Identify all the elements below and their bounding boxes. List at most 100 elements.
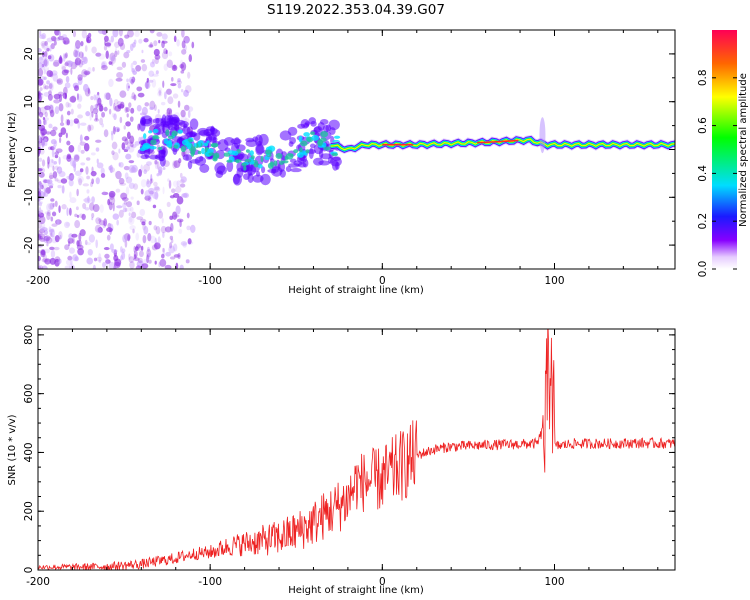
- spectrogram-speckle: [63, 53, 68, 59]
- spectrogram-speckle: [177, 100, 181, 108]
- spectrogram-speckle: [147, 194, 152, 202]
- spectrogram-speckle: [77, 74, 83, 81]
- spectrogram-speckle: [41, 140, 44, 149]
- spectrogram-speckle: [64, 62, 69, 67]
- spectrogram-speckle: [153, 225, 158, 231]
- spectrogram-speckle: [47, 55, 52, 60]
- spectrogram-speckle: [50, 43, 55, 50]
- colorbar: 0.0 0.2 0.4 0.6 0.8 Normalized spectral ampl…: [697, 30, 749, 277]
- spectrogram-blob: [289, 158, 297, 163]
- spectrogram-speckle: [54, 151, 60, 155]
- spectrogram-speckle: [53, 152, 60, 156]
- spectrogram-blob: [141, 115, 153, 125]
- spectrogram-speckle: [156, 173, 160, 177]
- spectrogram-core: [177, 129, 183, 134]
- spectrogram-speckle: [101, 111, 106, 118]
- spectrogram-speckle: [95, 239, 98, 249]
- spectrogram-speckle: [179, 183, 186, 188]
- spectrogram-speckle: [143, 169, 148, 175]
- spectrogram-speckle: [52, 126, 58, 131]
- spectrogram-speckle: [64, 221, 70, 229]
- spectrogram-speckle: [95, 217, 101, 225]
- spectrogram-speckle: [49, 246, 55, 251]
- spectrogram-speckle: [171, 64, 178, 72]
- spectrogram-speckle: [54, 256, 61, 263]
- spectrogram-speckle: [44, 50, 48, 57]
- spectrogram-core: [149, 146, 157, 150]
- spectrogram-speckle: [77, 144, 81, 153]
- spectrogram-core: [206, 140, 210, 144]
- spectrogram-speckle: [38, 168, 43, 172]
- spectrogram-speckle: [91, 111, 94, 118]
- spectrogram-speckle: [103, 106, 108, 112]
- spectrogram-speckle: [66, 140, 71, 146]
- spectrogram-speckle: [135, 64, 142, 72]
- spectrogram-speckle: [114, 258, 122, 267]
- spectrogram-ylabel: Frequency (Hz): [7, 112, 18, 188]
- spectrogram-speckle: [128, 102, 132, 108]
- spectrogram-speckle: [186, 212, 190, 219]
- spectrogram-speckle: [41, 42, 45, 49]
- spectrogram-speckle: [44, 211, 51, 215]
- spectrogram-speckle: [45, 236, 53, 244]
- spectrogram-speckle: [87, 124, 92, 132]
- spectrogram-speckle: [41, 32, 47, 40]
- spectrogram-speckle: [38, 233, 46, 240]
- spectrogram-speckle: [53, 40, 57, 46]
- spectrogram-speckle: [76, 240, 80, 247]
- spectrogram-speckle: [120, 246, 123, 253]
- spectrogram-speckle: [154, 159, 158, 165]
- spectrogram-speckle: [96, 158, 99, 164]
- spectrogram-speckle: [160, 225, 167, 234]
- spectrogram-speckle: [51, 223, 58, 227]
- spectrogram-speckle: [140, 179, 147, 188]
- spectrogram-speckle: [43, 187, 46, 197]
- spectrogram-speckle: [93, 257, 98, 262]
- spectrogram-speckle: [83, 198, 90, 202]
- spectrogram-blob: [308, 117, 317, 125]
- spectrogram-core: [165, 129, 170, 136]
- spectrogram-speckle: [123, 51, 130, 59]
- spectrogram-speckle: [119, 182, 127, 186]
- spectrogram-speckle: [135, 232, 140, 241]
- spectrogram-speckle: [113, 265, 117, 269]
- spectrogram-speckle: [91, 196, 95, 204]
- spectrogram-speckle: [149, 61, 156, 68]
- spectrogram-speckle: [176, 196, 184, 205]
- spectrogram-speckle: [187, 110, 191, 118]
- spectrogram-speckle: [58, 136, 62, 144]
- spectrogram-speckle: [136, 216, 144, 221]
- spectrogram-speckle: [119, 116, 123, 124]
- spectrogram-speckle: [157, 236, 161, 245]
- spectrogram-speckle: [75, 206, 79, 211]
- spectrogram-speckle: [79, 168, 84, 173]
- spectrogram-speckle: [61, 204, 67, 210]
- spectrogram-speckle: [103, 246, 110, 251]
- spectrogram-speckle: [97, 227, 103, 233]
- spectrogram-speckle: [38, 231, 43, 238]
- spectrogram-speckle: [80, 149, 85, 154]
- spectrogram-speckle: [65, 132, 68, 139]
- spectrogram-speckle: [169, 235, 174, 240]
- spectrogram-speckle: [66, 207, 69, 217]
- spectrogram-core: [243, 166, 247, 171]
- spectrogram-speckle: [162, 167, 166, 171]
- spectrogram-speckle: [111, 54, 117, 64]
- spectrogram-core: [180, 145, 187, 153]
- spectrogram-core: [187, 138, 193, 143]
- spectrogram-speckle: [77, 94, 83, 103]
- spectrogram-speckle: [52, 165, 55, 172]
- spectrogram-core: [226, 159, 233, 163]
- spectrogram-speckle: [148, 79, 154, 83]
- spectrogram-speckle: [44, 106, 51, 112]
- y-tick-label: 10: [23, 95, 35, 108]
- colorbar-gradient: [712, 30, 737, 269]
- spectrogram-speckle: [38, 265, 41, 269]
- spectrogram-speckle: [46, 210, 52, 217]
- spectrogram-speckle: [161, 40, 165, 49]
- spectrogram-core: [310, 131, 316, 136]
- spectrogram-speckle: [151, 78, 157, 88]
- spectrogram-speckle: [38, 265, 44, 269]
- spectrogram-speckle: [44, 85, 50, 90]
